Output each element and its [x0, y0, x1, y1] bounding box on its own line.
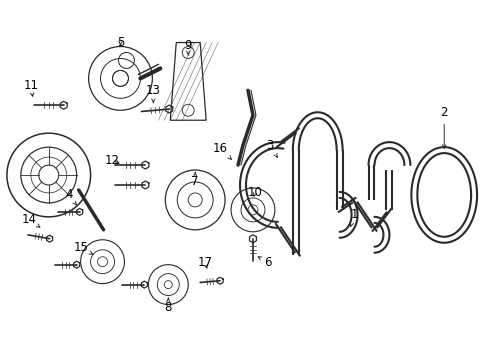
- Text: 2: 2: [440, 106, 447, 148]
- Text: 5: 5: [117, 36, 124, 49]
- Text: 9: 9: [184, 39, 192, 55]
- Text: 15: 15: [73, 241, 93, 255]
- Text: 4: 4: [65, 188, 77, 206]
- Text: 12: 12: [105, 154, 120, 167]
- Text: 11: 11: [23, 79, 38, 96]
- Text: 17: 17: [197, 256, 212, 269]
- Text: 14: 14: [21, 213, 40, 227]
- Text: 8: 8: [164, 298, 172, 314]
- Text: 6: 6: [258, 256, 271, 269]
- Text: 1: 1: [349, 208, 358, 227]
- Text: 16: 16: [212, 141, 231, 159]
- Text: 10: 10: [247, 186, 262, 199]
- Text: 7: 7: [191, 172, 199, 189]
- Text: 3: 3: [265, 139, 277, 157]
- Text: 13: 13: [145, 84, 161, 103]
